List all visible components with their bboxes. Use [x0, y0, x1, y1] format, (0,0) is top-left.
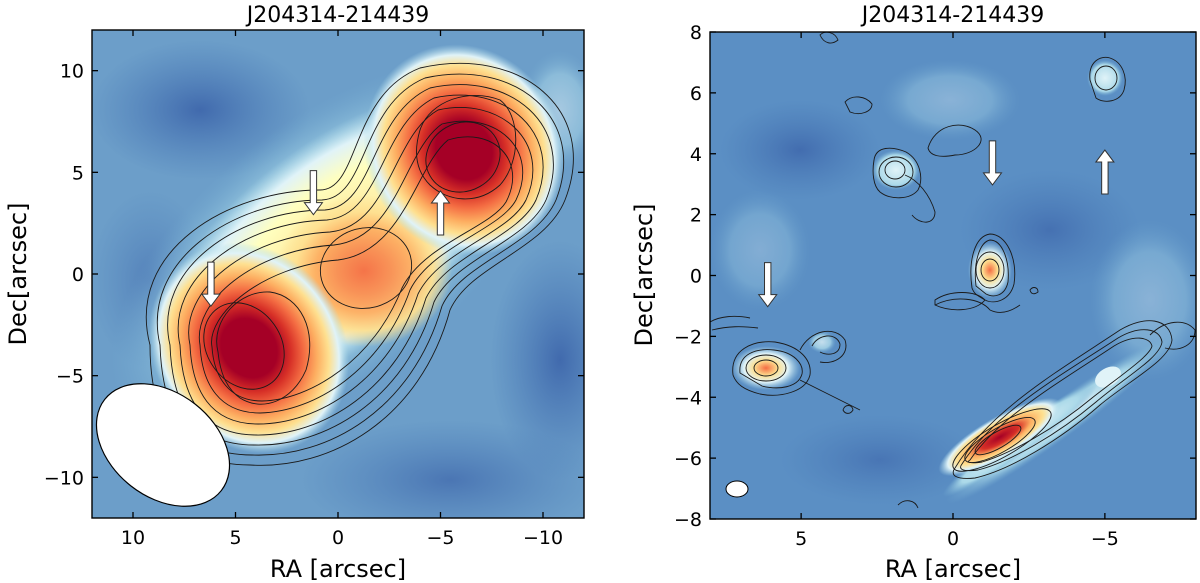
y-axis-label: Dec[arcsec]	[630, 204, 658, 347]
x-tick-label: 10	[121, 527, 145, 549]
plot-title: J204314-214439	[245, 3, 429, 28]
y-tick-label: 10	[60, 61, 84, 83]
y-tick-label: −8	[674, 509, 702, 531]
x-tick-label: 0	[332, 527, 344, 549]
y-tick-label: −10	[44, 467, 84, 489]
plot-frame	[91, 29, 585, 519]
y-tick-label: 0	[72, 264, 84, 286]
x-tick-label: 5	[795, 528, 807, 550]
axis-ticks: 10 5 0 −5 −10 10 5 0 −5 −10	[44, 30, 584, 549]
y-tick-label: −4	[674, 387, 702, 409]
arrow-up-icon	[430, 190, 451, 236]
y-tick-label: 4	[690, 144, 702, 166]
y-tick-label: 2	[690, 205, 702, 227]
y-tick-label: 5	[72, 162, 84, 184]
x-tick-label: −5	[426, 527, 454, 549]
source-arrows	[757, 140, 1115, 308]
x-tick-label: −5	[1091, 528, 1119, 550]
y-tick-label: −2	[674, 326, 702, 348]
arrow-up-icon	[1094, 149, 1115, 195]
left-panel: 10 5 0 −5 −10 10 5 0 −5 −10 J204314-214439 RA [ar…	[4, 3, 585, 583]
y-tick-label: 8	[690, 22, 702, 44]
left-map-image	[92, 30, 584, 518]
y-axis-label: Dec[arcsec]	[4, 203, 32, 346]
arrow-down-icon	[982, 140, 1003, 186]
beam-ellipse	[95, 383, 231, 507]
source-arrows	[200, 170, 451, 308]
arrow-down-icon	[303, 170, 324, 216]
plot-title: J204314-214439	[860, 3, 1044, 28]
y-tick-label: −5	[56, 366, 84, 388]
axis-ticks: 5 0 −5 8 6 4 2 0 −2 −4 −6 −8	[674, 22, 1196, 550]
plot-frame	[709, 31, 1197, 520]
right-panel: 5 0 −5 8 6 4 2 0 −2 −4 −6 −8 J204314-214439 RA [arc…	[630, 3, 1197, 583]
beam-ellipse	[725, 480, 749, 498]
x-axis-label: RA [arcsec]	[270, 555, 406, 583]
right-map-image	[710, 32, 1196, 519]
y-tick-label: 6	[690, 83, 702, 105]
y-tick-label: 0	[690, 266, 702, 288]
y-tick-label: −6	[674, 448, 702, 470]
arrow-down-icon	[200, 261, 221, 308]
x-tick-label: 5	[229, 527, 241, 549]
arrow-down-icon	[757, 262, 778, 308]
x-tick-label: 0	[947, 528, 959, 550]
x-tick-label: −10	[523, 527, 563, 549]
x-axis-label: RA [arcsec]	[885, 555, 1021, 583]
